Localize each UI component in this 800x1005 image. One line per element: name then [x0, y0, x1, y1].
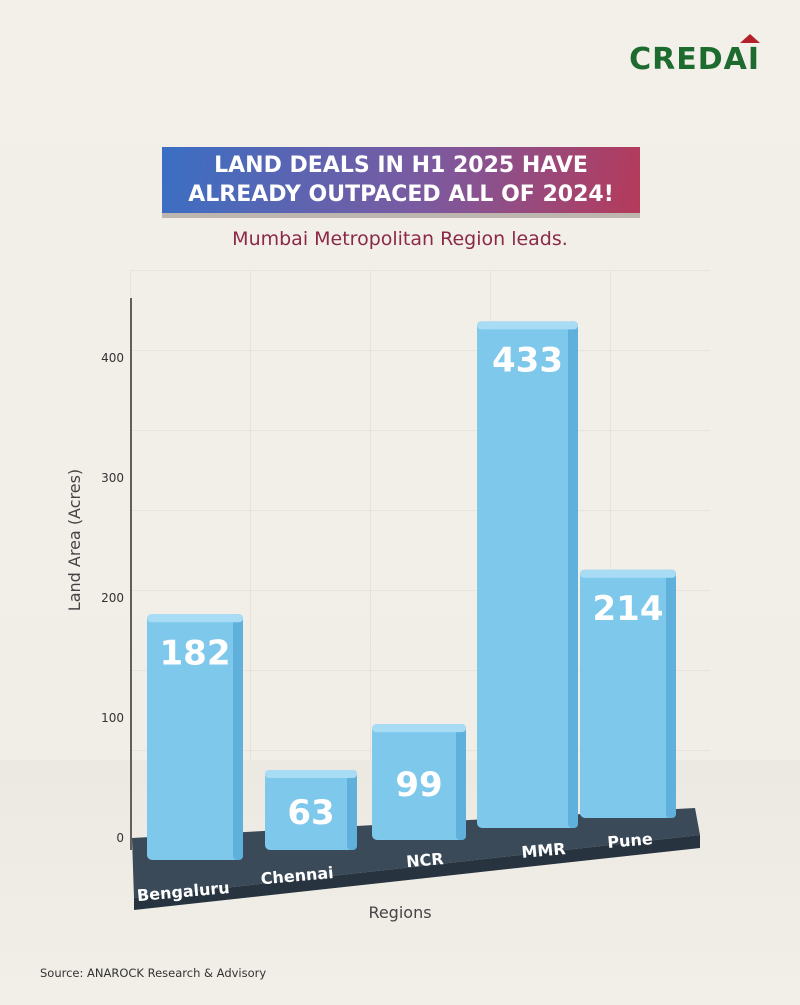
x-tick-label: Pune: [607, 829, 654, 852]
x-tick-label: NCR: [405, 849, 444, 871]
y-tick-label: 0: [116, 831, 124, 845]
bar-top: [477, 321, 578, 330]
title-line-2: ALREADY OUTPACED ALL OF 2024!: [188, 182, 614, 207]
bar-value-label: 182: [160, 633, 231, 673]
title-banner: LAND DEALS IN H1 2025 HAVE ALREADY OUTPA…: [162, 147, 640, 213]
bar-top: [372, 724, 466, 733]
bar-value-label: 433: [492, 340, 563, 380]
y-axis-title: Land Area (Acres): [65, 469, 84, 611]
bar-mmr: [477, 321, 578, 828]
bar-bengaluru: [147, 614, 243, 860]
bar-value-label: 99: [395, 765, 442, 805]
bar-side: [347, 769, 357, 850]
bar-side: [568, 321, 578, 828]
y-tick-label: 200: [101, 591, 124, 605]
credai-logo: CREDAI: [629, 34, 760, 77]
platform-front: [134, 835, 700, 910]
subtitle: Mumbai Metropolitan Region leads.: [232, 228, 568, 250]
y-tick-label: 300: [101, 471, 124, 485]
bar-chennai: [265, 769, 357, 850]
y-tick-label: 100: [101, 711, 124, 725]
bar-side: [666, 569, 676, 818]
bar-value-label: 63: [287, 793, 334, 833]
bar-top: [147, 614, 243, 623]
bar-side: [456, 724, 466, 840]
source-note: Source: ANAROCK Research & Advisory: [40, 966, 267, 980]
bar-side: [233, 614, 243, 860]
title-line-1: LAND DEALS IN H1 2025 HAVE: [214, 153, 588, 178]
x-axis-title: Regions: [368, 903, 431, 922]
bar-value-label: 214: [593, 589, 664, 629]
x-tick-label: MMR: [521, 839, 567, 862]
bar-ncr: [372, 724, 466, 840]
bar-pune: [580, 569, 676, 818]
bar-top: [265, 769, 357, 778]
y-tick-label: 400: [101, 351, 124, 365]
bar-top: [580, 569, 676, 578]
